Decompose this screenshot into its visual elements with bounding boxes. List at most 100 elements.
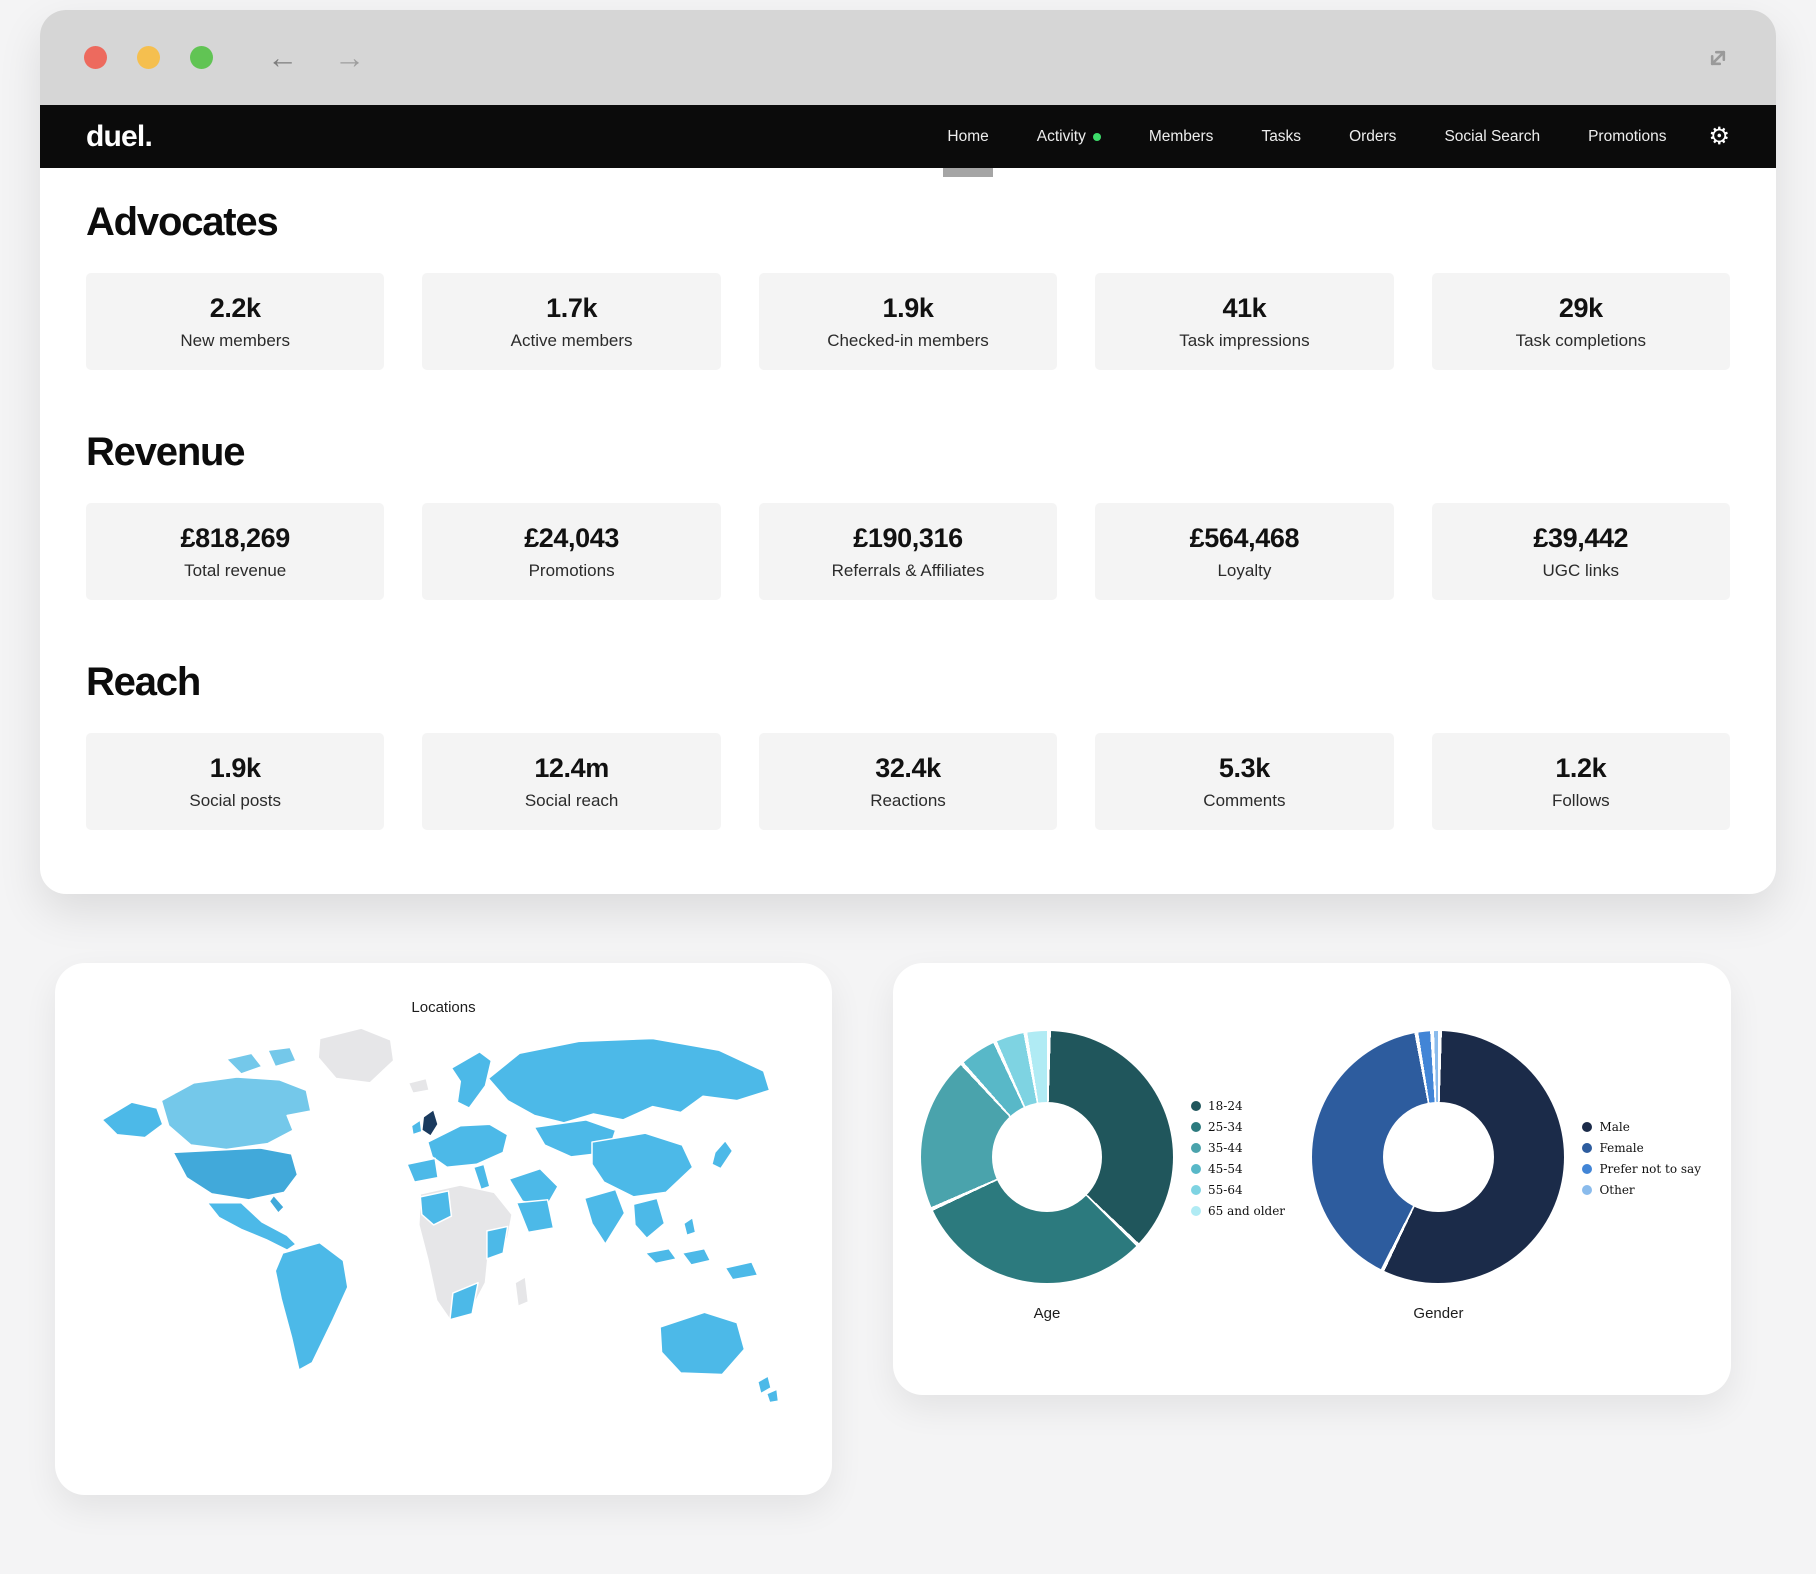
region-arctic-islands	[266, 1046, 297, 1068]
browser-chrome: ← →	[40, 10, 1776, 105]
brand-logo: duel.	[86, 119, 153, 153]
legend-label: 35-44	[1208, 1141, 1243, 1155]
region-india	[583, 1188, 625, 1245]
nav-item-members[interactable]: Members	[1149, 128, 1214, 146]
chart-legend: 18-24 25-34 35-44 45-54 55-64 65 and older	[1191, 1099, 1285, 1218]
nav-item-activity[interactable]: Activity	[1037, 128, 1101, 146]
window-close-button[interactable]	[84, 46, 107, 69]
back-arrow-icon[interactable]: ←	[267, 39, 298, 75]
legend-swatch	[1191, 1101, 1201, 1111]
nav-item-orders[interactable]: Orders	[1349, 128, 1396, 146]
stat-value: 32.4k	[875, 752, 941, 783]
region-arctic-islands	[225, 1052, 263, 1075]
region-madagascar	[513, 1276, 529, 1308]
legend-swatch	[1191, 1122, 1201, 1132]
stat-value: 12.4m	[534, 752, 609, 783]
stat-card-row: 1.9k Social posts 12.4m Social reach 32.4k Re…	[86, 733, 1730, 830]
stat-value: £818,269	[180, 522, 290, 553]
stat-card-comments: 5.3k Comments	[1095, 733, 1394, 830]
stat-label: New members	[180, 330, 290, 350]
region-china	[590, 1132, 693, 1198]
region-east-africa	[485, 1225, 508, 1260]
stat-value: £39,442	[1533, 522, 1629, 553]
legend-swatch	[1582, 1143, 1593, 1153]
nav-item-tasks[interactable]: Tasks	[1261, 128, 1301, 146]
legend-swatch	[1191, 1206, 1201, 1216]
region-florida	[268, 1194, 285, 1214]
stat-card-promotions: £24,043 Promotions	[422, 503, 721, 600]
stat-label: Task completions	[1515, 330, 1646, 350]
section-title: Reach	[86, 660, 201, 704]
region-europe	[426, 1123, 508, 1168]
window-zoom-button[interactable]	[190, 46, 213, 69]
legend-item: 35-44	[1191, 1141, 1285, 1155]
region-australia	[658, 1311, 745, 1376]
stat-value: 29k	[1558, 292, 1603, 323]
stat-card-follows: 1.2k Follows	[1431, 733, 1730, 830]
donut-column: Age	[921, 1031, 1173, 1322]
browser-window: ← → duel. Home Activity Members Tasks Orders…	[40, 10, 1776, 894]
world-map	[100, 1027, 779, 1404]
stat-card-referrals-affiliates: £190,316 Referrals & Affiliates	[758, 503, 1058, 600]
legend-label: 45-54	[1208, 1162, 1243, 1176]
chart-legend: Male Female Prefer not to say Other	[1582, 1120, 1701, 1197]
region-indonesia	[644, 1247, 677, 1265]
region-west-africa	[419, 1190, 452, 1226]
legend-item: 25-34	[1191, 1120, 1285, 1134]
chart-caption: Age	[1033, 1305, 1061, 1322]
demographics-card: Age 18-24 25-34 35-44 45-54 55-64 65 and older…	[893, 963, 1731, 1395]
stats-section-revenue: Revenue £818,269 Total revenue £24,043 Promo…	[86, 430, 1730, 600]
stat-label: UGC links	[1542, 560, 1620, 580]
region-japan	[710, 1139, 733, 1170]
section-title: Advocates	[86, 200, 279, 244]
nav-item-label: Promotions	[1588, 127, 1667, 145]
settings-gear-icon[interactable]: ⚙	[1708, 122, 1730, 150]
nav-item-label: Social Search	[1444, 127, 1541, 145]
stat-value: £564,468	[1189, 522, 1300, 553]
donut-chart-gender: Gender Male Female Prefer not to say Other	[1312, 1031, 1701, 1322]
dashboard-content: Advocates 2.2k New members 1.7k Active membe…	[40, 168, 1776, 830]
region-italy	[472, 1163, 491, 1191]
chart-caption: Gender	[1413, 1305, 1464, 1322]
expand-window-button[interactable]	[1704, 44, 1732, 72]
stat-label: Active members	[510, 330, 633, 350]
history-arrows: ← →	[267, 40, 365, 76]
activity-status-dot	[1092, 132, 1101, 141]
legend-label: Prefer not to say	[1599, 1162, 1701, 1176]
donut-chart-age: Age 18-24 25-34 35-44 45-54 55-64 65 and older	[921, 1031, 1285, 1322]
legend-swatch	[1191, 1164, 1201, 1174]
donut-ring	[1312, 1031, 1565, 1283]
region-papua	[723, 1261, 758, 1281]
legend-item: 55-64	[1191, 1183, 1285, 1197]
stat-card-social-posts: 1.9k Social posts	[86, 733, 385, 830]
stat-card-task-impressions: 41k Task impressions	[1095, 273, 1394, 370]
legend-item: Prefer not to say	[1582, 1162, 1701, 1176]
stat-value: 2.2k	[209, 292, 261, 323]
region-south-america	[274, 1241, 349, 1371]
legend-label: 65 and older	[1208, 1204, 1286, 1218]
stat-card-reactions: 32.4k Reactions	[758, 733, 1058, 830]
window-minimize-button[interactable]	[137, 46, 160, 69]
nav-item-promotions[interactable]: Promotions	[1588, 128, 1666, 146]
nav-item-label: Activity	[1036, 127, 1086, 145]
stat-card-active-members: 1.7k Active members	[422, 273, 721, 370]
stat-card-checked-in-members: 1.9k Checked-in members	[758, 273, 1058, 370]
nav-item-label: Members	[1148, 127, 1214, 145]
stat-label: Reactions	[870, 790, 946, 810]
legend-item: 65 and older	[1191, 1204, 1285, 1218]
legend-item: 45-54	[1191, 1162, 1285, 1176]
top-navbar: duel. Home Activity Members Tasks Orders Soci…	[40, 105, 1776, 177]
nav-item-home[interactable]: Home	[943, 128, 994, 177]
region-alaska	[100, 1101, 164, 1139]
stats-section-advocates: Advocates 2.2k New members 1.7k Active membe…	[86, 200, 1730, 370]
stat-label: Comments	[1203, 790, 1286, 810]
legend-swatch	[1582, 1185, 1593, 1195]
stat-card-total-revenue: £818,269 Total revenue	[86, 503, 385, 600]
locations-card: Locations	[55, 963, 832, 1495]
nav-item-social-search[interactable]: Social Search	[1444, 128, 1540, 146]
region-united-kingdom	[420, 1108, 439, 1137]
stat-value: 1.7k	[546, 292, 598, 323]
stat-value: 1.9k	[209, 752, 261, 783]
stat-card-row: 2.2k New members 1.7k Active members 1.9k Che…	[86, 273, 1730, 370]
forward-arrow-icon[interactable]: →	[334, 39, 365, 75]
